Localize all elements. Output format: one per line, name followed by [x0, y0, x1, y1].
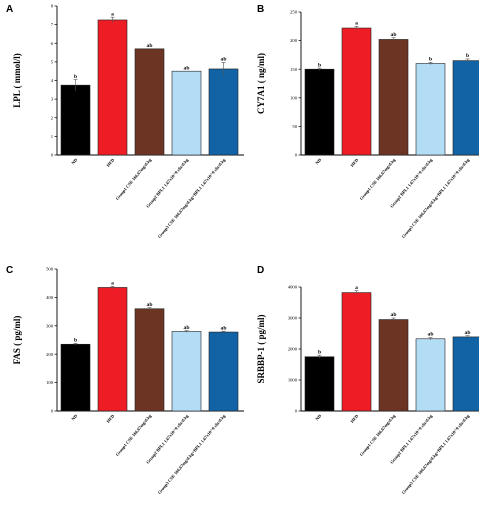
y-tick-label: 1000	[288, 378, 298, 383]
x-tick-label: Group2 BPL1 1.67x10^9 cfu/d.kg	[145, 157, 190, 209]
x-tick-label: Group2 BPL1 1.67x10^9 cfu/d.kg	[145, 413, 190, 465]
panel-letter: D	[257, 265, 264, 276]
bar	[60, 343, 91, 412]
bar	[60, 84, 91, 156]
bar	[171, 331, 202, 412]
bar	[171, 70, 202, 156]
x-tick-label: Group3 CSE 166.67mg/d.kg+BPL1 1.67x10^9 …	[401, 157, 471, 239]
chart-panel-b: B CY7A1 ( ng/ml) 0 50 100 150 200 250 b ND a HFD ab G…	[256, 4, 479, 239]
y-tick-label: 100	[46, 380, 54, 385]
x-tick-label: Group1 CSE 166.67mg/d.kg	[115, 413, 153, 457]
bar	[341, 292, 372, 412]
y-axis-label: FAS ( pg/ml)	[12, 316, 22, 365]
x-tick-label: HFD	[105, 157, 115, 167]
x-tick-label: HFD	[349, 413, 359, 423]
x-tick-label: ND	[314, 413, 322, 421]
x-tick-label: Group3 CSE 166.67mg/d.kg+BPL1 1.67x10^9 …	[401, 413, 471, 495]
y-tick-label: 2	[51, 115, 54, 120]
bar	[208, 331, 239, 412]
significance-label: ab	[221, 325, 227, 331]
panel-letter: C	[6, 265, 13, 276]
y-axis-label: LPL ( mmol/l)	[12, 53, 22, 108]
significance-label: ab	[147, 302, 153, 308]
bar	[452, 336, 479, 412]
x-tick-label: Group3 CSE 166.67mg/d.kg+BPL1 1.67x10^9 …	[157, 157, 227, 239]
bar	[415, 338, 446, 412]
y-tick-label: 0	[51, 153, 54, 158]
panel-letter: A	[6, 4, 13, 15]
y-tick-label: 3	[51, 97, 54, 102]
significance-label: b	[318, 349, 321, 355]
y-tick-label: 500	[46, 267, 54, 272]
y-axis-label: SRBBP-1 ( pg/ml)	[256, 314, 266, 383]
bar	[134, 48, 165, 156]
significance-label: a	[355, 21, 358, 27]
x-tick-label: HFD	[105, 413, 115, 423]
x-tick-label: Group1 CSE 166.67mg/d.kg	[115, 157, 153, 201]
significance-label: ab	[465, 330, 471, 336]
y-tick-label: 6	[51, 41, 54, 46]
bar	[97, 287, 128, 412]
significance-label: b	[318, 62, 321, 68]
significance-label: ab	[184, 325, 190, 331]
bar	[378, 319, 409, 412]
significance-label: b	[74, 74, 77, 80]
bar	[378, 39, 409, 156]
significance-label: b	[74, 338, 77, 344]
y-tick-label: 0	[295, 153, 298, 158]
y-tick-label: 0	[51, 409, 54, 414]
bar	[208, 68, 239, 156]
significance-label: b	[466, 53, 469, 59]
x-tick-label: ND	[70, 413, 78, 421]
x-tick-label: ND	[70, 157, 78, 165]
panel-letter: B	[257, 4, 264, 15]
x-tick-label: Group1 CSE 166.67mg/d.kg	[359, 413, 397, 457]
bar	[304, 356, 335, 412]
y-tick-label: 5	[51, 59, 54, 64]
bar	[415, 63, 446, 156]
bar	[452, 60, 479, 156]
y-tick-label: 7	[51, 22, 54, 27]
significance-label: a	[111, 281, 114, 287]
bar	[134, 308, 165, 412]
y-tick-label: 4000	[288, 285, 298, 290]
significance-label: ab	[391, 32, 397, 38]
y-tick-label: 200	[46, 352, 54, 357]
significance-label: ab	[428, 332, 434, 338]
y-tick-label: 100	[290, 95, 298, 100]
x-tick-label: Group3 CSE 166.67mg/d.kg+BPL1 1.67x10^9 …	[157, 413, 227, 495]
bar	[341, 27, 372, 156]
x-tick-label: Group1 CSE 166.67mg/d.kg	[359, 157, 397, 201]
chart-panel-c: C FAS ( pg/ml) 0 100 200 300 400 500 b ND a HFD ab Gr…	[6, 265, 244, 495]
y-tick-label: 3000	[288, 316, 298, 321]
bar	[97, 19, 128, 156]
y-tick-label: 1	[51, 134, 54, 139]
x-tick-label: Group2 BPL1 1.67x10^9 cfu/d.kg	[389, 413, 434, 465]
x-tick-label: HFD	[349, 157, 359, 167]
bar	[304, 68, 335, 156]
y-tick-label: 150	[290, 67, 298, 72]
y-tick-label: 4	[51, 78, 54, 83]
y-axis-label: CY7A1 ( ng/ml)	[256, 53, 266, 114]
x-tick-label: Group2 BPL1 1.67x10^9 cfu/d.kg	[389, 157, 434, 209]
significance-label: ab	[184, 65, 190, 71]
x-tick-label: ND	[314, 157, 322, 165]
significance-label: b	[429, 57, 432, 63]
significance-label: ab	[147, 43, 153, 49]
y-tick-label: 0	[295, 409, 298, 414]
y-tick-label: 2000	[288, 347, 298, 352]
y-tick-label: 50	[292, 124, 297, 129]
y-tick-label: 400	[46, 295, 54, 300]
y-tick-label: 8	[51, 4, 54, 9]
y-tick-label: 300	[46, 323, 54, 328]
significance-label: a	[355, 285, 358, 291]
significance-label: a	[111, 11, 114, 17]
chart-panel-d: D SRBBP-1 ( pg/ml) 0 1000 2000 3000 4000 b ND a HF…	[256, 265, 479, 495]
y-tick-label: 250	[290, 10, 298, 15]
y-tick-label: 200	[290, 38, 298, 43]
significance-label: ab	[221, 57, 227, 63]
significance-label: ab	[391, 312, 397, 318]
chart-panel-a: A LPL ( mmol/l) 0 1 2 3 4 5 6 7 8 b ND a HFD ab Group1 C…	[6, 4, 244, 239]
